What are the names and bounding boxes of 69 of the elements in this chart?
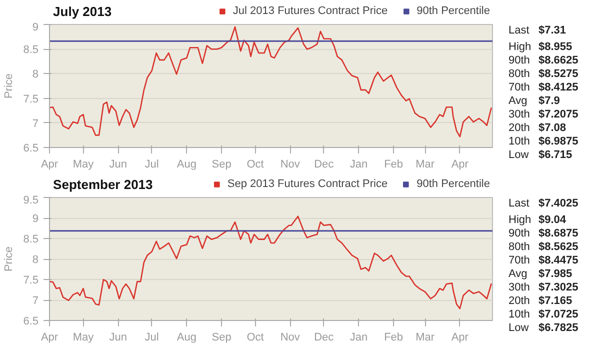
x-tick-label: Sep bbox=[212, 158, 232, 170]
text: 90th $8.6625 bbox=[508, 54, 578, 66]
x-tick-label: Oct bbox=[246, 332, 264, 344]
x-tick-label: Nov bbox=[280, 158, 300, 170]
x-tick-label: Dec bbox=[314, 332, 334, 344]
text: 90th $8.6875 bbox=[508, 228, 578, 240]
x-tick-label: Mar bbox=[416, 332, 435, 344]
y-tick-label: 8.5 bbox=[23, 234, 39, 246]
legend-label: 90th Percentile bbox=[416, 5, 490, 17]
x-tick-label: Jan bbox=[350, 158, 368, 170]
y-tick-label: 6.5 bbox=[23, 316, 39, 328]
x-tick-label: Feb bbox=[384, 332, 404, 344]
y-tick-label: 8 bbox=[32, 68, 39, 81]
text: Last $7.31 bbox=[508, 24, 566, 36]
text: 10th $6.9875 bbox=[508, 136, 578, 148]
text: 20th $7.08 bbox=[508, 122, 566, 134]
x-tick-label: Aug bbox=[176, 158, 196, 170]
x-tick-label: Apr bbox=[451, 158, 469, 170]
x-tick-label: Sep bbox=[212, 332, 232, 344]
text: High $9.04 bbox=[508, 214, 566, 226]
line-series bbox=[50, 26, 492, 138]
x-tick-label: Jan bbox=[350, 332, 368, 344]
text: Avg $7.9 bbox=[508, 95, 560, 107]
chart-title: September 2013 bbox=[53, 177, 153, 192]
text: Low $6.715 bbox=[508, 149, 572, 161]
text: 20th $7.165 bbox=[508, 295, 572, 307]
x-tick-label: Apr bbox=[40, 332, 58, 344]
y-tick-label: 6.5 bbox=[23, 142, 39, 154]
y-tick-label: 8 bbox=[32, 254, 39, 266]
x-tick-label: May bbox=[72, 332, 94, 344]
text: High $8.955 bbox=[508, 41, 572, 53]
text: 70th $8.4125 bbox=[508, 82, 578, 94]
x-tick-label: Jul bbox=[144, 158, 159, 170]
x-tick-label: Jun bbox=[109, 332, 127, 344]
legend-label: 90th Percentile bbox=[416, 178, 490, 190]
text: 30th $7.2075 bbox=[508, 108, 578, 120]
y-tick-label: 7 bbox=[32, 118, 39, 130]
line-series bbox=[50, 216, 492, 310]
legend-label: Jul 2013 Futures Contract Price bbox=[232, 5, 388, 17]
x-tick-label: Nov bbox=[280, 332, 300, 344]
x-tick-label: Feb bbox=[384, 158, 404, 170]
y-tick-label: 7.5 bbox=[23, 93, 39, 106]
y-tick-label: 9 bbox=[32, 213, 39, 225]
x-tick-label: Dec bbox=[314, 158, 334, 170]
x-tick-label: May bbox=[72, 158, 94, 170]
text: Last $7.4025 bbox=[508, 198, 578, 210]
x-tick-label: Jun bbox=[109, 158, 127, 170]
x-tick-label: Oct bbox=[246, 158, 264, 170]
y-tick-label: 7 bbox=[32, 295, 39, 307]
y-tick-label: 9 bbox=[32, 22, 39, 34]
text: 30th $7.3025 bbox=[508, 282, 578, 294]
text: Avg $7.985 bbox=[508, 268, 572, 280]
x-tick-label: Aug bbox=[176, 332, 196, 344]
x-tick-label: Jul bbox=[144, 332, 159, 344]
y-tick-label: 9.5 bbox=[23, 194, 39, 206]
y-axis-title: Price bbox=[3, 246, 16, 272]
x-tick-label: Apr bbox=[451, 332, 469, 344]
x-tick-label: Mar bbox=[416, 158, 435, 170]
text: 80th $8.5625 bbox=[508, 241, 578, 253]
text: 70th $8.4475 bbox=[508, 254, 578, 266]
chart-title: July 2013 bbox=[53, 4, 112, 19]
y-tick-label: 7.5 bbox=[23, 274, 39, 286]
legend-label: Sep 2013 Futures Contract Price bbox=[227, 178, 388, 190]
text: 80th $8.5275 bbox=[508, 68, 578, 80]
text: 10th $7.0725 bbox=[508, 308, 578, 320]
x-tick-label: Apr bbox=[40, 158, 58, 170]
y-tick-label: 8.5 bbox=[23, 44, 39, 56]
y-axis-title: Price bbox=[3, 73, 16, 99]
text: Low $6.7825 bbox=[508, 322, 578, 334]
